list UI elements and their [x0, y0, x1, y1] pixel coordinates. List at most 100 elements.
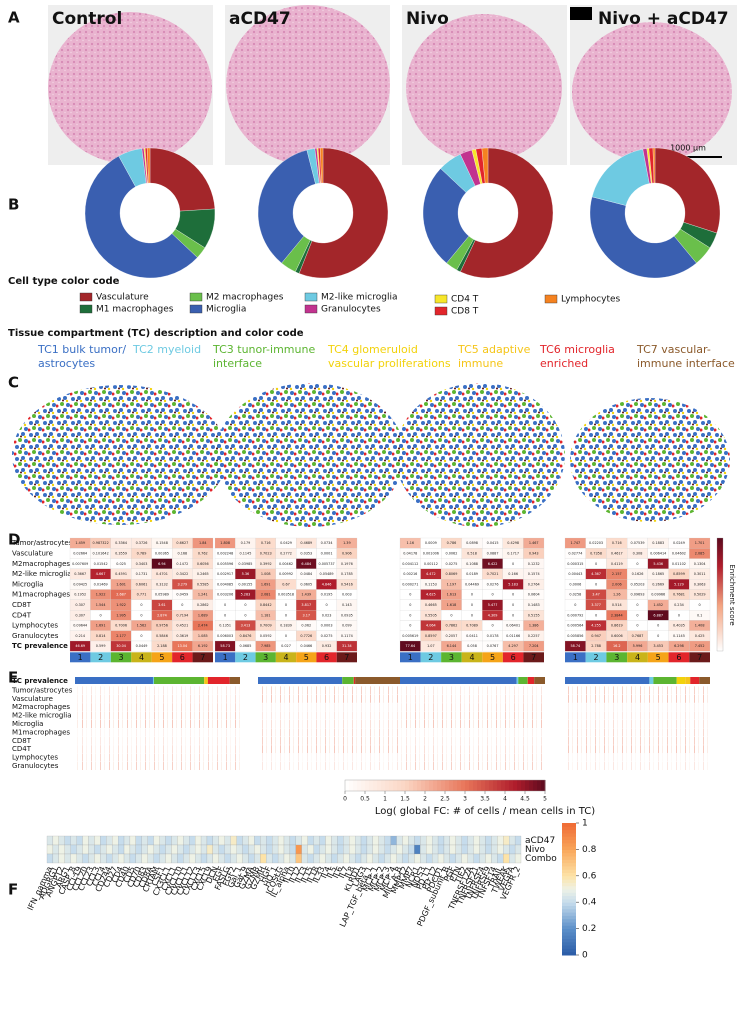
- cell-label: 1.241: [198, 593, 208, 597]
- heatmap-cell: [183, 853, 190, 864]
- compartment-label: immune interface: [637, 357, 735, 370]
- tc-swatch: [336, 652, 357, 663]
- heatmap-row: [75, 745, 240, 754]
- cell-label: 0.0411: [466, 634, 478, 638]
- cell-label: 0: [140, 613, 142, 617]
- colorbar-step: [562, 928, 576, 933]
- heatmap-cell: [372, 853, 379, 864]
- cell-label: 0.8599: [673, 572, 685, 576]
- colorbar-tick-label: 0: [582, 951, 588, 961]
- heatmap-cell: [396, 835, 403, 846]
- tc-number: 3: [449, 653, 454, 662]
- heatmap-cell: [378, 844, 385, 855]
- heatmap-cell: [402, 853, 409, 864]
- prevalence-segment: [649, 677, 654, 684]
- colorbar-step: [562, 951, 576, 956]
- colorbar-step: [562, 856, 576, 860]
- heatmap-cell: [349, 844, 356, 855]
- cell-label: 0.02203: [589, 541, 603, 545]
- prevalence-segment: [152, 677, 154, 684]
- heatmap-cell: [408, 844, 415, 855]
- heatmap-cell: [503, 853, 510, 864]
- cell-label: 7.204: [529, 644, 539, 648]
- cell-label: 0.214: [75, 634, 85, 638]
- heatmap-cell: [266, 844, 273, 855]
- heatmap-cell: [230, 844, 237, 855]
- panel-label: C: [8, 374, 19, 392]
- tc-swatch: [461, 652, 483, 663]
- cell-label: 0: [595, 582, 597, 586]
- tc-number: 6: [511, 653, 516, 662]
- colorbar-step: [562, 879, 576, 883]
- compartment-label: TC5 adaptive: [457, 343, 531, 356]
- heatmap-cell: [325, 835, 332, 846]
- heatmap-cell: [153, 835, 160, 846]
- cell-label: 0: [140, 634, 142, 638]
- heatmap-cell: [100, 844, 107, 855]
- cell-label: 0.7681: [673, 593, 685, 597]
- colorbar-step: [361, 780, 366, 791]
- heatmap-cell: [212, 853, 219, 864]
- donut-slice: [257, 149, 316, 264]
- heatmap-cell: [455, 844, 462, 855]
- legend-label: Lymphocytes: [561, 295, 621, 305]
- cell-label: 0.1574: [528, 572, 540, 576]
- cell-label: 5.283: [241, 593, 251, 597]
- cell-label: 2.157: [612, 572, 622, 576]
- cell-label: 0.4591: [115, 572, 127, 576]
- cell-label: 0.947: [591, 634, 601, 638]
- cell-label: 1.39: [343, 541, 351, 545]
- colorbar-step: [369, 780, 374, 791]
- colorbar-step: [562, 846, 576, 850]
- colorbar-step: [521, 780, 526, 791]
- colorbar-step: [449, 780, 454, 791]
- cell-label: 0.67: [282, 582, 290, 586]
- heatmap-cell: [52, 844, 59, 855]
- cell-label: 3.453: [653, 644, 663, 648]
- heatmap-cell: [355, 844, 362, 855]
- colorbar-step: [562, 875, 576, 880]
- cell-label: 6.887: [653, 613, 663, 617]
- row-label: TC prevalence: [12, 642, 68, 650]
- colorbar-step: [381, 780, 386, 791]
- compartment-label: astrocytes: [38, 357, 95, 370]
- tc-number: 7: [200, 653, 205, 662]
- cell-label: 0: [657, 624, 659, 628]
- cell-label: 0.514: [612, 603, 622, 607]
- cell-label: 0: [244, 613, 246, 617]
- cell-label: 0.168: [177, 551, 187, 555]
- heatmap-cell: [414, 844, 421, 855]
- prevalence-segment: [685, 677, 691, 684]
- cell-label: 1.995: [116, 613, 126, 617]
- heatmap-cell: [289, 853, 296, 864]
- heatmap-cell: [117, 835, 125, 846]
- cell-label: 0.0189: [466, 572, 478, 576]
- heatmap-cell: [165, 835, 172, 846]
- cell-label: 0.0459: [176, 593, 188, 597]
- colorbar-step: [445, 780, 450, 791]
- colorbar-step: [489, 780, 494, 791]
- colorbar-tick-label: 4: [503, 796, 507, 803]
- cell-label: 0.7006: [115, 624, 127, 628]
- colorbar-tick-label: 0.2: [582, 924, 596, 934]
- tc-number: 3: [263, 653, 268, 662]
- heatmap-cell: [272, 835, 279, 846]
- cell-label: 6.422: [488, 562, 498, 566]
- colorbar-step: [441, 780, 446, 791]
- cell-label: 0.0605: [300, 582, 312, 586]
- heatmap-cell: [437, 853, 445, 864]
- colorbar-step: [562, 882, 576, 887]
- cell-label: 0.0898: [466, 541, 478, 545]
- heatmap-cell: [64, 844, 71, 855]
- cell-label: 0: [636, 603, 638, 607]
- tc-number: 4: [283, 653, 288, 662]
- cell-label: 0.003206: [217, 593, 233, 597]
- tc-number: 6: [180, 653, 185, 662]
- colorbar-step: [562, 865, 576, 870]
- legend-swatch: [544, 294, 558, 304]
- heatmap-cell: [200, 853, 208, 864]
- heatmap-cell: [272, 853, 279, 864]
- heatmap-cell: [420, 853, 427, 864]
- legend-swatch: [304, 304, 318, 314]
- heatmap-cell: [277, 853, 285, 864]
